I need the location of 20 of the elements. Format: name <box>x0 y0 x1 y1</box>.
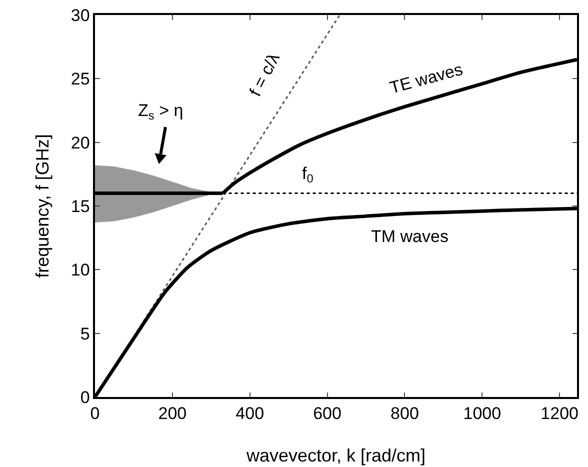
x-tick-label: 1000 <box>463 404 502 424</box>
x-axis-title: wavevector, k [rad/cm] <box>245 446 426 466</box>
x-tick-label: 1200 <box>540 404 578 424</box>
annotation: TE waves <box>388 60 465 98</box>
y-tick-label: 25 <box>70 70 90 89</box>
x-tick-label: 600 <box>313 404 342 424</box>
annotation: f = c/λ <box>246 50 284 100</box>
y-axis-title: frequency, f [GHz] <box>32 134 52 278</box>
y-tick-label: 0 <box>80 388 90 407</box>
y-tick-label: 10 <box>70 260 90 280</box>
annotation: f$_{0}$ <box>302 164 314 186</box>
x-tick-label: 200 <box>158 404 187 424</box>
annotation: TM waves <box>371 227 448 246</box>
y-tick-label: 30 <box>70 6 90 25</box>
x-tick-label: 400 <box>236 404 264 424</box>
y-tick-label: 15 <box>70 196 90 216</box>
x-tick-label: 800 <box>390 404 419 424</box>
y-tick-label: 5 <box>80 324 90 344</box>
y-tick-label: 20 <box>70 133 90 152</box>
annotation: Z$_{s}$ > η <box>138 101 184 123</box>
